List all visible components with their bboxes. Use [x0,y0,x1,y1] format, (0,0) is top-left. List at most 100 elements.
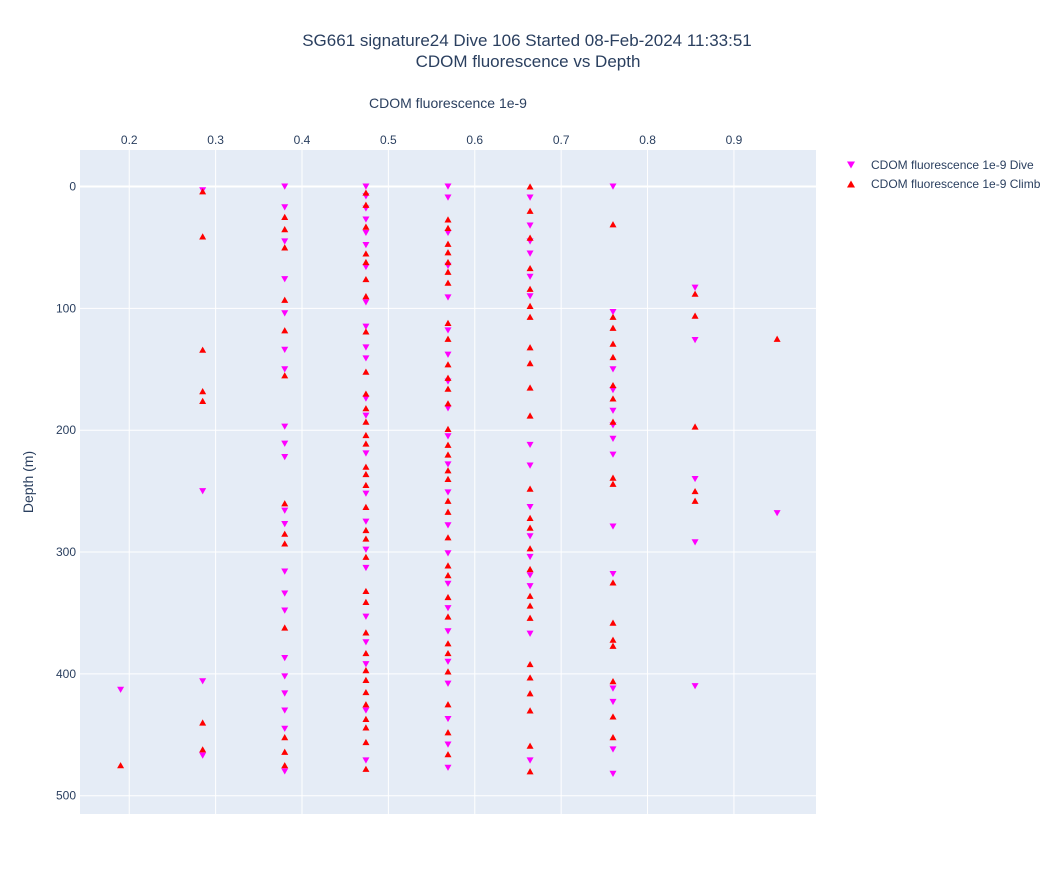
data-point [444,534,452,541]
data-point [362,649,370,657]
data-point [362,463,370,470]
chart-subtitle: CDOM fluorescence vs Depth [416,52,641,71]
data-point [199,719,207,726]
data-point [362,661,370,668]
data-point [444,508,452,515]
data-point [199,746,207,753]
legend-item-dive[interactable]: CDOM fluorescence 1e-9 Dive [847,158,1034,172]
data-point [362,757,370,764]
data-point [199,752,207,759]
data-point [609,418,617,425]
data-point [526,545,534,552]
data-point [281,276,289,283]
data-point [609,353,617,361]
data-point [199,388,207,395]
data-point [444,649,452,657]
data-point [362,275,370,283]
data-point [281,507,289,514]
data-point [362,263,370,271]
data-point [444,715,452,723]
data-point [444,550,452,557]
data-point [526,674,534,681]
data-point [362,368,370,375]
data-point [362,629,370,636]
y-tick-label: 400 [56,667,76,681]
data-point [444,572,452,579]
data-point [444,249,452,256]
data-point [444,451,452,458]
data-point [281,500,289,507]
data-point [609,381,617,389]
data-point [526,273,534,280]
data-point [609,619,617,626]
data-point [444,461,452,468]
data-point [362,431,370,439]
y-tick-label: 0 [69,180,76,194]
legend-marker-dive [847,161,855,169]
data-point [444,405,452,412]
data-point [609,480,617,487]
data-point [444,361,452,368]
data-point [362,738,370,746]
data-point [444,701,452,708]
data-point [362,299,370,306]
data-point [444,658,452,665]
data-point [362,546,370,553]
data-point [362,535,370,542]
y-tick-label: 100 [56,301,76,315]
data-point [362,418,370,425]
data-point [281,296,289,303]
data-point [444,374,452,381]
data-point [117,762,125,769]
data-point [691,497,699,504]
data-point [526,285,534,292]
data-point [609,395,617,402]
data-point [281,346,289,354]
data-point [609,642,617,649]
data-point [526,344,534,351]
data-point [609,698,617,706]
data-point [609,678,617,685]
data-point [362,412,370,419]
data-point [526,264,534,272]
data-point [362,587,370,595]
data-point [362,598,370,606]
data-point [609,570,617,578]
data-point [609,685,617,692]
data-point [362,518,370,525]
data-point [281,454,289,461]
data-point [199,678,207,685]
data-point [526,602,534,609]
data-point [444,279,452,286]
data-point [281,540,289,547]
data-point [444,385,452,392]
data-point [526,313,534,320]
data-point [444,522,452,529]
data-point [362,676,370,683]
data-point [444,425,452,433]
data-point [281,372,289,379]
data-point [444,562,452,569]
data-point [444,441,452,448]
data-point [609,523,617,530]
data-point [444,497,452,504]
data-point [362,667,370,674]
data-point [362,229,370,237]
data-point [362,183,370,190]
data-point [199,488,207,495]
data-point [526,293,534,300]
data-point [444,319,452,327]
x-tick-label: 0.6 [466,133,483,147]
data-point [444,741,452,748]
data-point [281,655,289,662]
data-point [444,400,452,407]
data-point [691,337,699,344]
data-point [362,490,370,497]
data-point [199,346,207,353]
legend-label-dive: CDOM fluorescence 1e-9 Dive [871,158,1034,172]
data-point [526,565,534,573]
data-point [362,715,370,722]
legend-item-climb[interactable]: CDOM fluorescence 1e-9 Climb [847,177,1041,191]
data-point [526,250,534,257]
data-point [362,293,370,300]
